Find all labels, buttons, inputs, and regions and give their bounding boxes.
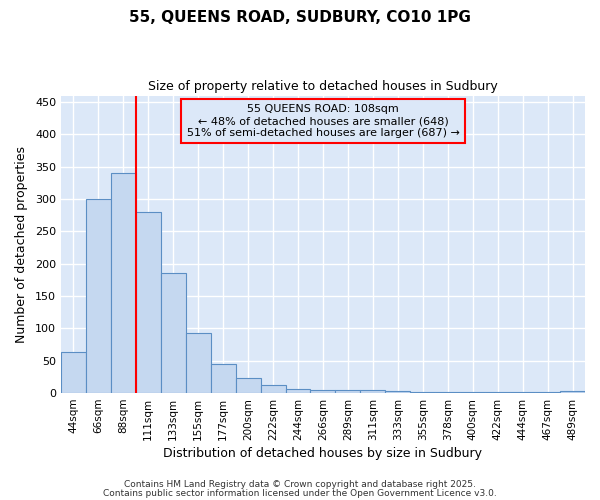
- Bar: [510, 392, 535, 393]
- Bar: [410, 392, 435, 393]
- Bar: [61, 352, 86, 393]
- Bar: [111, 173, 136, 393]
- Bar: [485, 392, 510, 393]
- Bar: [186, 333, 211, 393]
- X-axis label: Distribution of detached houses by size in Sudbury: Distribution of detached houses by size …: [163, 447, 482, 460]
- Bar: [535, 392, 560, 393]
- Bar: [560, 391, 585, 393]
- Bar: [286, 388, 310, 393]
- Bar: [211, 364, 236, 393]
- Bar: [86, 199, 111, 393]
- Bar: [435, 392, 460, 393]
- Bar: [335, 390, 361, 393]
- Title: Size of property relative to detached houses in Sudbury: Size of property relative to detached ho…: [148, 80, 498, 93]
- Bar: [361, 390, 385, 393]
- Bar: [385, 391, 410, 393]
- Bar: [460, 392, 485, 393]
- Text: Contains public sector information licensed under the Open Government Licence v3: Contains public sector information licen…: [103, 488, 497, 498]
- Y-axis label: Number of detached properties: Number of detached properties: [15, 146, 28, 343]
- Bar: [310, 390, 335, 393]
- Text: 55, QUEENS ROAD, SUDBURY, CO10 1PG: 55, QUEENS ROAD, SUDBURY, CO10 1PG: [129, 10, 471, 25]
- Text: Contains HM Land Registry data © Crown copyright and database right 2025.: Contains HM Land Registry data © Crown c…: [124, 480, 476, 489]
- Bar: [161, 274, 186, 393]
- Bar: [136, 212, 161, 393]
- Text: 55 QUEENS ROAD: 108sqm
← 48% of detached houses are smaller (648)
51% of semi-de: 55 QUEENS ROAD: 108sqm ← 48% of detached…: [187, 104, 460, 138]
- Bar: [260, 384, 286, 393]
- Bar: [236, 378, 260, 393]
